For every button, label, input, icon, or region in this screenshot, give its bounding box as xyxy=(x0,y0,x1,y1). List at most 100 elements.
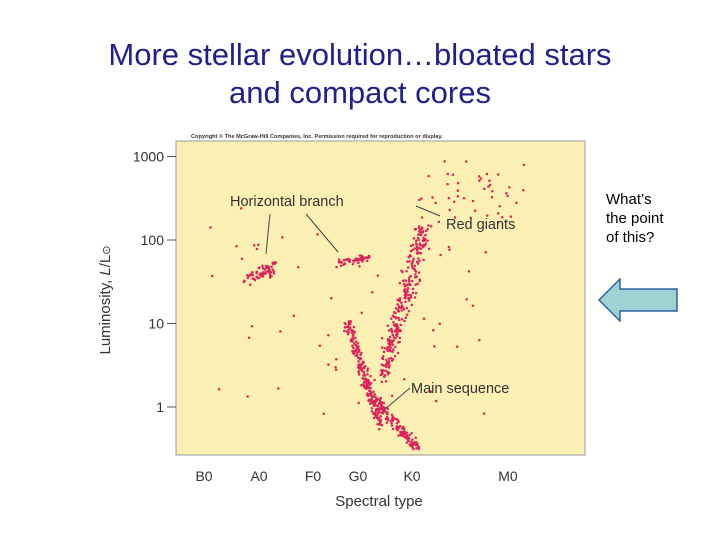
star-point xyxy=(209,226,212,229)
star-point xyxy=(404,296,407,300)
star-point xyxy=(247,336,251,340)
star-point xyxy=(415,245,419,249)
star-point xyxy=(390,330,394,334)
star-point xyxy=(424,234,427,237)
star-point xyxy=(378,423,382,426)
star-point xyxy=(335,358,338,361)
star-point xyxy=(419,233,423,237)
star-point xyxy=(364,365,367,368)
x-axis-label: Spectral type xyxy=(335,493,423,510)
star-point xyxy=(390,327,393,331)
star-point xyxy=(484,250,488,254)
star-point xyxy=(486,214,489,217)
star-point xyxy=(405,441,409,444)
star-point xyxy=(350,331,354,334)
star-point xyxy=(522,163,526,167)
star-point xyxy=(443,160,446,163)
star-point xyxy=(385,421,388,424)
star-point xyxy=(374,395,377,398)
star-point xyxy=(411,287,415,291)
star-point xyxy=(253,278,257,282)
star-point xyxy=(410,264,414,267)
star-point xyxy=(391,350,394,353)
star-point xyxy=(334,365,337,369)
star-point xyxy=(393,417,397,421)
star-point xyxy=(359,353,362,357)
star-point xyxy=(369,374,372,378)
star-point xyxy=(406,260,409,263)
star-point xyxy=(496,173,500,176)
star-point xyxy=(378,398,382,402)
star-point xyxy=(261,266,265,270)
star-point xyxy=(402,289,406,292)
y-axis-label: Luminosity, L/L⊙ xyxy=(97,246,114,355)
star-point xyxy=(354,336,357,339)
star-point xyxy=(453,216,457,219)
star-point xyxy=(384,380,388,383)
star-point xyxy=(405,292,408,296)
star-point xyxy=(398,281,402,285)
star-point xyxy=(381,372,384,376)
star-point xyxy=(410,432,413,435)
star-point xyxy=(382,355,385,358)
star-point xyxy=(387,360,391,363)
side-note-line-3: of this? xyxy=(606,229,655,246)
star-point xyxy=(354,340,358,343)
star-point xyxy=(429,225,433,228)
star-point xyxy=(410,279,414,283)
star-point xyxy=(250,325,254,328)
star-point xyxy=(410,303,414,307)
star-point xyxy=(418,259,421,263)
star-point xyxy=(420,216,424,219)
star-point xyxy=(391,343,394,347)
star-point xyxy=(387,357,391,360)
star-point xyxy=(413,264,416,268)
star-point xyxy=(464,160,468,163)
star-point xyxy=(357,261,360,264)
star-point xyxy=(382,401,386,405)
star-point xyxy=(398,297,402,300)
star-point xyxy=(378,406,382,410)
star-point xyxy=(261,275,265,278)
y-tick-label: 1000 xyxy=(133,149,164,165)
star-point xyxy=(467,270,471,273)
star-point xyxy=(354,258,357,262)
star-point xyxy=(390,317,393,320)
star-point xyxy=(413,227,417,231)
star-point xyxy=(386,419,390,422)
x-tick-label: K0 xyxy=(403,468,420,484)
star-point xyxy=(379,415,383,418)
star-point xyxy=(413,267,416,271)
star-point xyxy=(397,310,401,313)
star-point xyxy=(370,395,373,398)
star-point xyxy=(255,270,258,274)
star-point xyxy=(360,369,363,372)
star-point xyxy=(376,412,380,415)
star-point xyxy=(398,340,401,344)
star-point xyxy=(373,401,377,405)
x-tick-label: G0 xyxy=(349,468,368,484)
star-point xyxy=(388,335,392,339)
star-point xyxy=(427,174,430,178)
star-point xyxy=(385,365,388,368)
star-point xyxy=(414,443,417,447)
star-point xyxy=(357,363,360,366)
star-point xyxy=(426,227,429,231)
star-point xyxy=(422,258,425,262)
star-point xyxy=(386,324,390,328)
star-point xyxy=(412,237,416,240)
star-point xyxy=(415,260,419,264)
star-point xyxy=(397,316,400,320)
star-point xyxy=(478,338,481,342)
star-point xyxy=(375,398,378,402)
star-point xyxy=(337,258,341,261)
star-points xyxy=(209,160,526,451)
star-point xyxy=(277,387,280,390)
star-point xyxy=(372,416,376,420)
star-point xyxy=(414,291,418,295)
star-point xyxy=(432,329,435,332)
star-point xyxy=(292,314,296,317)
star-point xyxy=(389,419,392,422)
star-point xyxy=(356,259,359,262)
star-point xyxy=(370,409,374,413)
